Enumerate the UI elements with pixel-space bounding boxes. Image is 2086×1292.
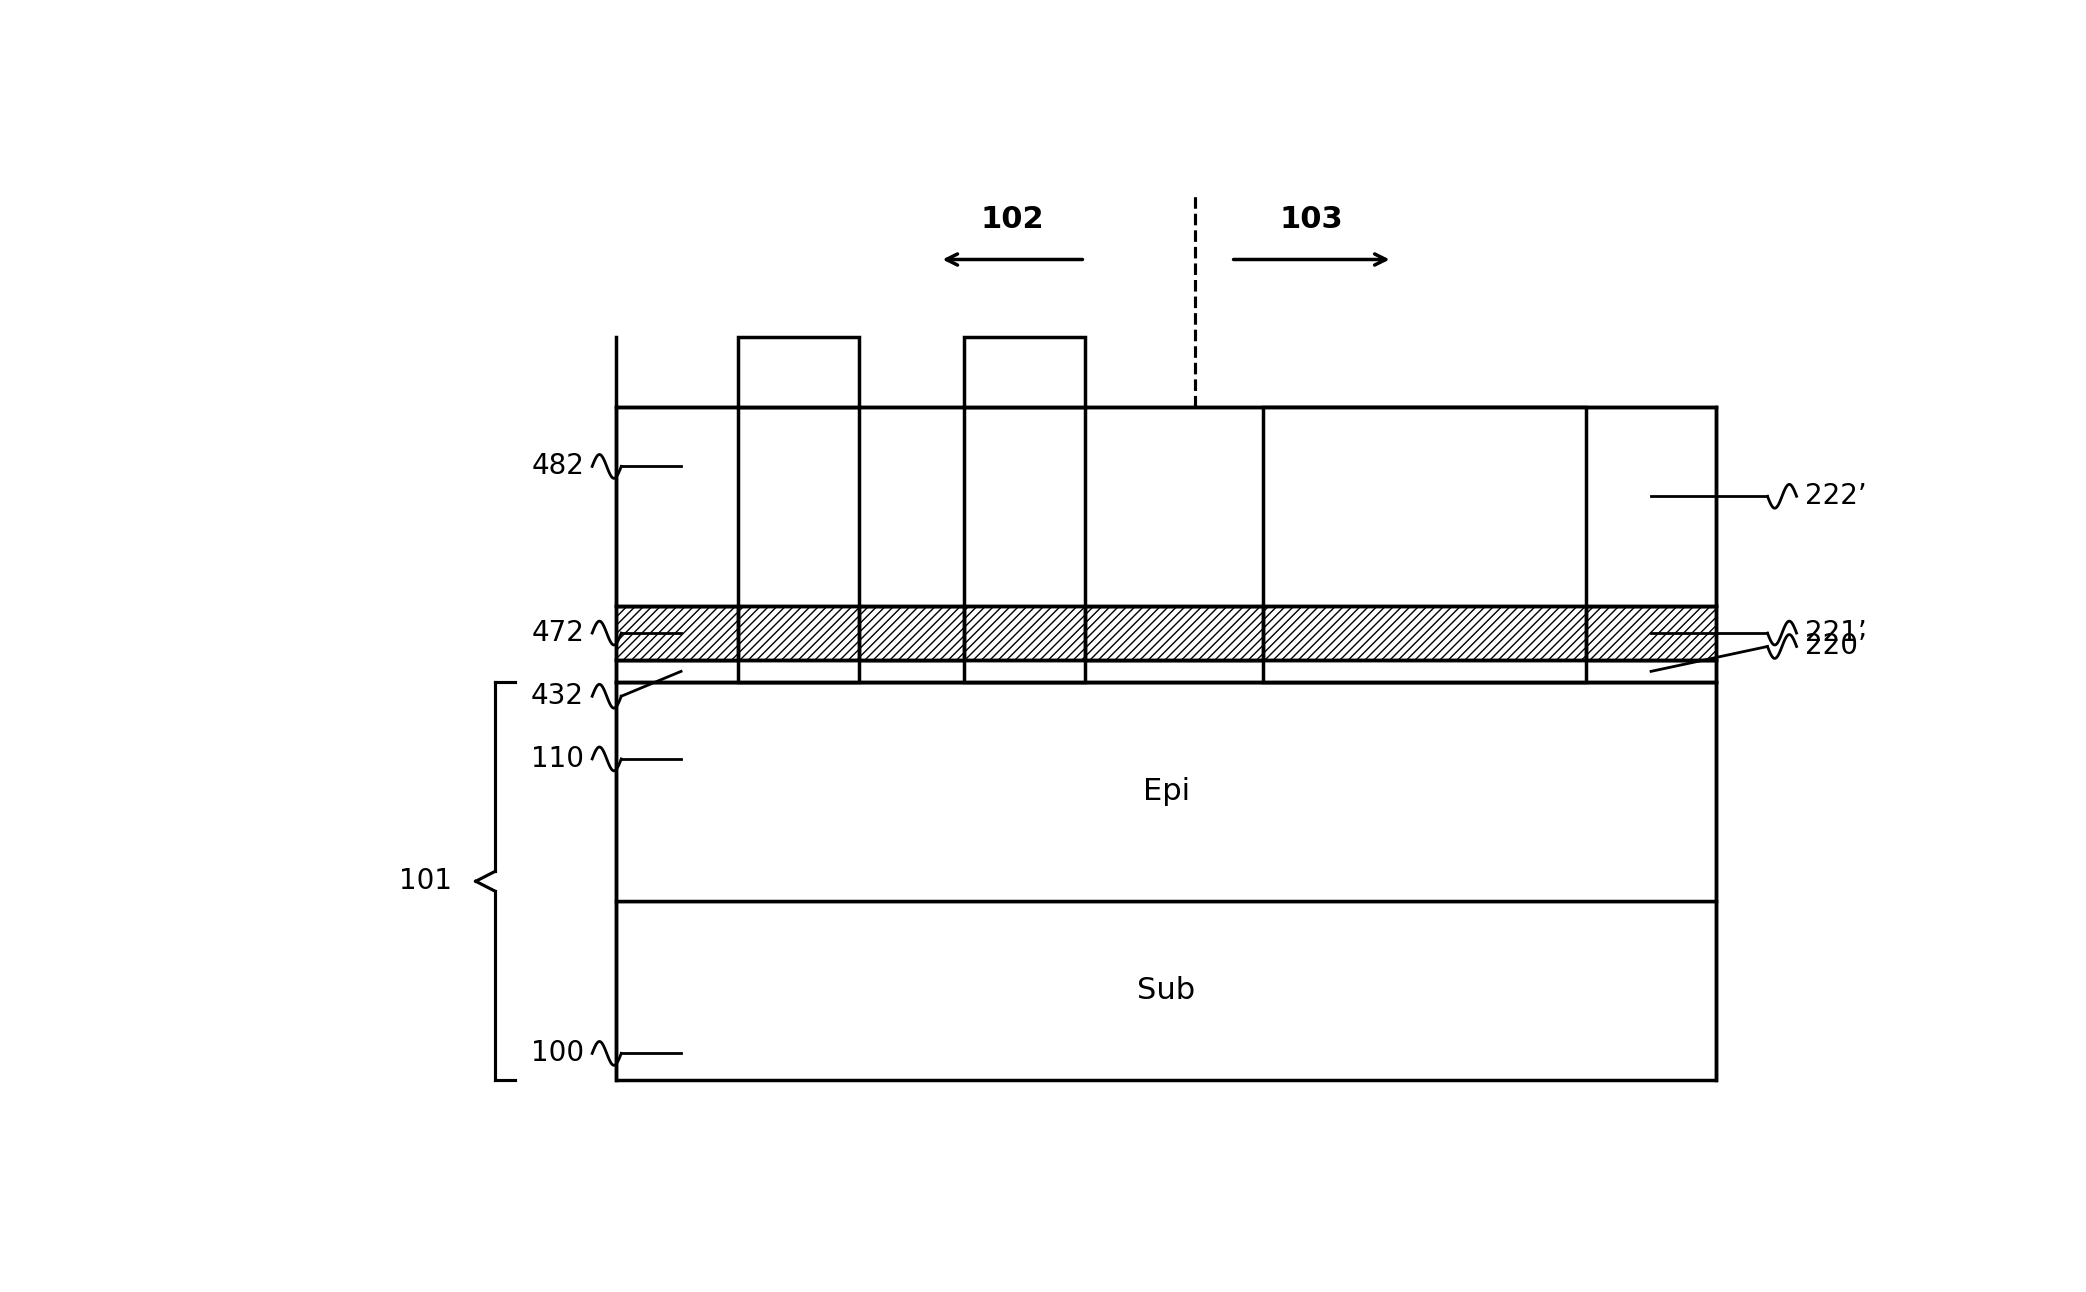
Text: 472: 472 — [532, 619, 584, 647]
Bar — [738, 606, 859, 660]
Bar — [964, 407, 1085, 682]
Bar — [617, 606, 1715, 660]
Text: 100: 100 — [532, 1039, 584, 1067]
Bar — [738, 407, 859, 682]
Bar — [964, 337, 1085, 407]
Bar — [617, 682, 1715, 902]
Bar — [964, 606, 1085, 660]
Bar — [964, 407, 1085, 682]
Text: 110: 110 — [532, 745, 584, 773]
Text: 432: 432 — [532, 682, 584, 711]
Bar — [617, 660, 1715, 682]
Text: 221’: 221’ — [1804, 619, 1867, 647]
Text: Epi: Epi — [1143, 778, 1189, 806]
Text: Sub: Sub — [1137, 977, 1195, 1005]
Bar — [617, 407, 1715, 606]
Bar — [1264, 407, 1587, 682]
Text: 103: 103 — [1279, 205, 1343, 234]
Bar — [1264, 606, 1587, 660]
Text: 102: 102 — [980, 205, 1045, 234]
Bar — [617, 902, 1715, 1080]
Text: 482: 482 — [532, 452, 584, 481]
Text: 220’: 220’ — [1804, 633, 1867, 660]
Text: 222’: 222’ — [1804, 482, 1867, 510]
Text: 101: 101 — [398, 867, 451, 895]
Bar — [738, 407, 859, 682]
Bar — [738, 337, 859, 407]
Bar — [1264, 407, 1587, 682]
